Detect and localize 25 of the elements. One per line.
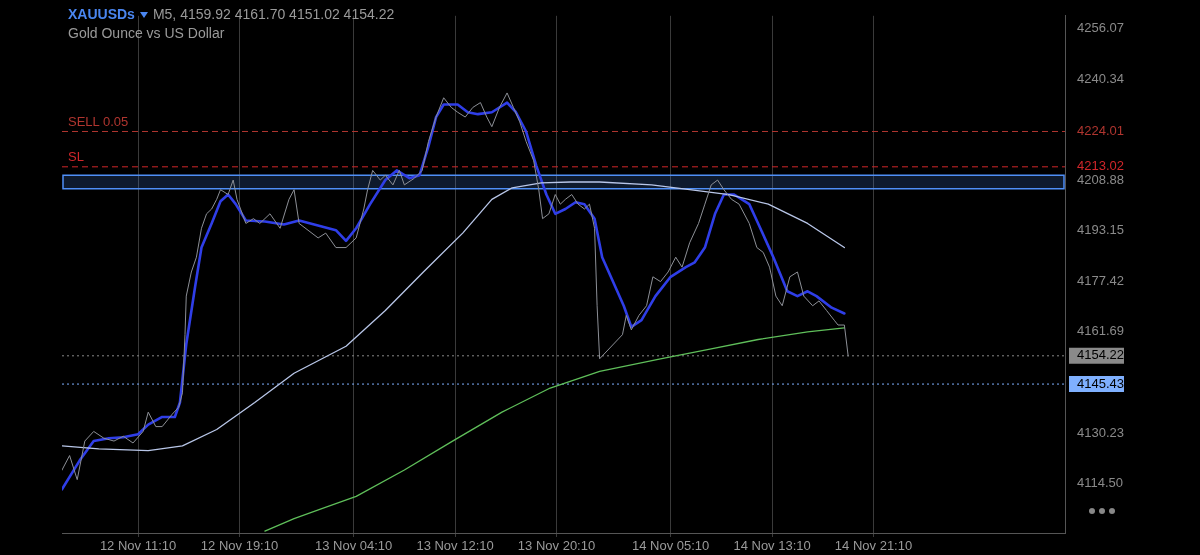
ref-line-label: SL <box>68 149 84 165</box>
x-tick-label: 14 Nov 13:10 <box>733 538 811 554</box>
x-tick-label: 13 Nov 12:10 <box>416 538 494 554</box>
y-tick-label: 4256.07 <box>1077 20 1124 36</box>
chart-title: XAUUSDs <box>68 6 136 22</box>
x-tick-label: 14 Nov 05:10 <box>631 538 710 554</box>
y-tick-label: 4240.34 <box>1077 70 1124 86</box>
y-tick-label: 4177.42 <box>1077 272 1124 288</box>
y-tick-label: 4161.69 <box>1077 323 1124 339</box>
y-tick-label: 4224.01 <box>1077 123 1124 139</box>
text: Gold Ounce vs US Dollar <box>68 25 225 41</box>
ref-line-label: SELL 0.05 <box>68 114 129 130</box>
y-tick-label: 4114.50 <box>1077 475 1124 491</box>
y-tick-label: 4154.22 <box>1077 347 1124 363</box>
annotation: M5, 4159.92 4161.70 4151.02 4154.22 <box>152 6 395 22</box>
y-tick-label: 4145.43 <box>1077 375 1124 391</box>
y-tick-label: 4193.15 <box>1077 222 1124 238</box>
y-tick-label: 4130.23 <box>1077 424 1124 440</box>
x-tick-label: 14 Nov 21:10 <box>834 538 913 554</box>
x-tick-label: 13 Nov 20:10 <box>517 538 596 554</box>
x-tick-label: 13 Nov 04:10 <box>314 538 393 554</box>
y-tick-label: 4213.02 <box>1077 158 1124 174</box>
x-tick-label: 12 Nov 19:10 <box>200 538 279 554</box>
y-tick-label: 4208.88 <box>1077 171 1124 187</box>
x-tick-label: 12 Nov 11:10 <box>99 538 177 554</box>
